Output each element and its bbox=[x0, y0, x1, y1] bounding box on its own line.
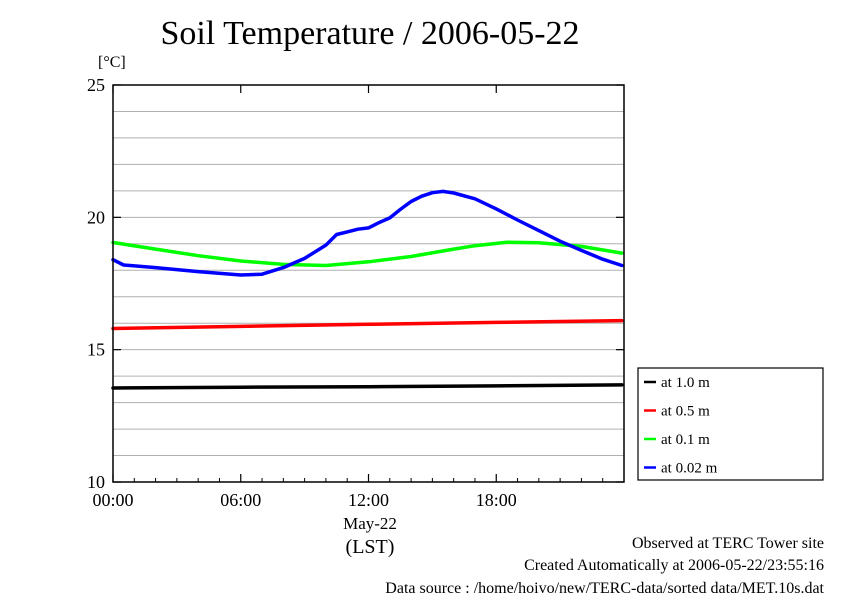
x-tick-label: 18:00 bbox=[476, 490, 517, 510]
series-line-3 bbox=[111, 189, 624, 277]
grid-lines bbox=[113, 110, 624, 457]
axis-ticks: 10 15 20 25 00:00 06:00 12:00 18:00 bbox=[87, 75, 624, 510]
legend-label-3: at 0.02 m bbox=[661, 461, 718, 477]
series-line-2 bbox=[111, 240, 624, 268]
series-line-1 bbox=[111, 318, 624, 331]
x-tick-label: 00:00 bbox=[92, 490, 133, 510]
legend-box bbox=[637, 367, 824, 481]
legend-label-1: at 0.5 m bbox=[661, 404, 710, 420]
footer-site: Observed at TERC Tower site bbox=[631, 535, 824, 552]
legend-label-0: at 1.0 m bbox=[661, 375, 710, 391]
legend-label-2: at 0.1 m bbox=[661, 432, 710, 448]
x-tick-label: 12:00 bbox=[348, 490, 389, 510]
y-tick-label: 15 bbox=[87, 340, 105, 360]
series-lines bbox=[111, 189, 624, 390]
x-axis-date-label: May-22 bbox=[343, 514, 397, 533]
footer-created: Created Automatically at 2006-05-22/23:5… bbox=[524, 557, 824, 574]
x-tick-label: 06:00 bbox=[220, 490, 261, 510]
plot-frame bbox=[112, 84, 625, 483]
y-tick-label: 20 bbox=[87, 207, 105, 227]
y-tick-label: 10 bbox=[87, 472, 105, 492]
series-line-0 bbox=[111, 383, 624, 390]
y-axis-unit-label: [°C] bbox=[98, 54, 126, 71]
chart-title: Soil Temperature / 2006-05-22 bbox=[160, 15, 580, 52]
y-tick-label: 25 bbox=[87, 75, 105, 95]
footer-source: Data source : /home/hoivo/new/TERC-data/… bbox=[385, 580, 824, 597]
legend: at 1.0 m at 0.5 m at 0.1 m at 0.02 m bbox=[637, 367, 824, 481]
x-axis-timezone-label: (LST) bbox=[345, 536, 395, 558]
